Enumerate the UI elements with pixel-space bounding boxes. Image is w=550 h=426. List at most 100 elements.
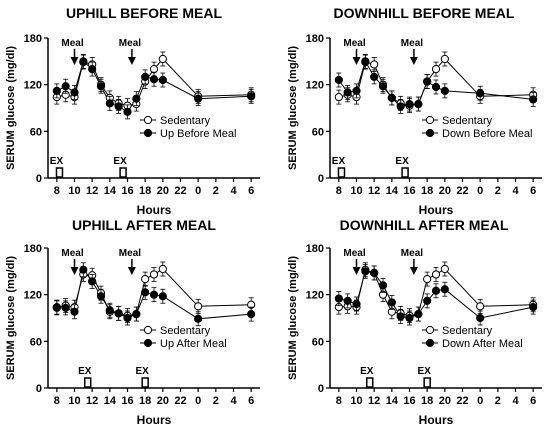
x-tick-label: 4 <box>230 395 237 407</box>
data-point <box>423 296 432 305</box>
data-point <box>132 310 141 319</box>
meal-label: Meal <box>61 248 83 259</box>
data-point <box>431 286 441 295</box>
x-tick-label: 8 <box>336 395 342 407</box>
y-tick-label: 60 <box>312 126 324 138</box>
y-axis-label: SERUM glucose (mg/dl) <box>5 46 17 170</box>
legend-label: Down After Meal <box>442 338 523 350</box>
meal-label: Meal <box>119 38 141 49</box>
data-point <box>158 54 167 64</box>
data-point <box>423 77 432 86</box>
y-tick-label: 180 <box>24 243 42 255</box>
x-axis-label: Hours <box>419 413 454 426</box>
data-point <box>370 72 379 81</box>
data-point <box>123 313 132 323</box>
y-tick-label: 120 <box>24 80 42 92</box>
data-point <box>114 102 123 111</box>
data-point <box>405 100 414 109</box>
data-point <box>440 264 449 274</box>
meal-label: Meal <box>119 248 141 259</box>
legend-label: Up Before Meal <box>160 128 236 140</box>
legend-marker <box>425 128 435 138</box>
data-point <box>61 82 70 91</box>
y-tick-label: 0 <box>318 383 324 395</box>
chart-title: DOWNHILL BEFORE MEAL <box>334 5 515 21</box>
x-tick-label: 4 <box>512 395 519 407</box>
meal-arrow-head-icon <box>70 57 79 65</box>
x-tick-label: 12 <box>368 185 380 197</box>
x-tick-label: 4 <box>512 185 519 197</box>
meal-arrow-head-icon <box>127 267 136 275</box>
legend-marker <box>143 128 153 138</box>
x-tick-label: 14 <box>104 185 117 197</box>
exercise-label: EX <box>135 366 149 377</box>
x-tick-label: 6 <box>530 185 536 197</box>
legend-marker <box>143 325 153 335</box>
data-point <box>343 88 352 97</box>
data-point <box>396 312 405 321</box>
legend-label: Sedentary <box>442 325 493 337</box>
data-point <box>440 86 449 95</box>
exercise-label: EX <box>50 156 64 167</box>
exercise-label: EX <box>395 156 409 167</box>
data-point <box>370 60 379 69</box>
x-tick-label: 0 <box>477 185 483 197</box>
y-tick-label: 60 <box>30 126 42 138</box>
x-tick-label: 2 <box>495 395 501 407</box>
x-tick-label: 10 <box>350 185 362 197</box>
data-point <box>79 57 88 66</box>
meal-arrow-head-icon <box>352 267 361 275</box>
exercise-label: EX <box>360 366 374 377</box>
data-point <box>431 82 441 92</box>
data-point <box>149 65 159 74</box>
data-point <box>88 65 97 74</box>
exercise-period-marker <box>401 167 409 178</box>
data-point <box>352 86 361 95</box>
x-tick-label: 18 <box>139 185 151 197</box>
x-tick-label: 20 <box>439 185 451 197</box>
data-point <box>96 82 106 91</box>
data-point <box>414 100 423 109</box>
meal-arrow-head-icon <box>352 57 361 65</box>
legend-marker <box>425 115 435 125</box>
data-point <box>423 275 432 284</box>
data-point <box>529 303 538 312</box>
data-point <box>334 93 343 102</box>
x-tick-label: 12 <box>368 395 380 407</box>
data-point <box>96 292 106 301</box>
data-point <box>158 264 167 274</box>
data-point <box>529 95 538 104</box>
y-tick-label: 0 <box>36 173 42 185</box>
data-point <box>132 94 141 103</box>
x-tick-label: 16 <box>121 185 133 197</box>
x-tick-label: 18 <box>139 395 151 407</box>
data-point <box>52 86 61 95</box>
exercise-period-marker <box>84 377 92 388</box>
x-tick-label: 22 <box>174 185 186 197</box>
legend-marker <box>143 338 153 348</box>
meal-label: Meal <box>343 248 365 259</box>
legend-marker <box>143 115 153 125</box>
legend-label: Up After Meal <box>160 338 227 350</box>
legend-label: Sedentary <box>160 325 211 337</box>
data-point <box>247 310 256 319</box>
data-point <box>440 285 449 294</box>
data-point <box>141 275 150 284</box>
x-tick-label: 14 <box>104 395 117 407</box>
legend-label: Sedentary <box>160 115 211 127</box>
x-tick-label: 10 <box>68 185 80 197</box>
data-point <box>387 298 396 307</box>
meal-label: Meal <box>61 38 83 49</box>
data-point <box>61 303 70 312</box>
data-point <box>431 270 441 279</box>
x-tick-label: 18 <box>421 395 433 407</box>
meal-arrow-head-icon <box>127 57 136 65</box>
x-tick-label: 20 <box>439 395 451 407</box>
data-point <box>149 75 159 84</box>
legend-label: Sedentary <box>442 115 493 127</box>
data-point <box>334 75 343 85</box>
data-point <box>105 99 114 108</box>
